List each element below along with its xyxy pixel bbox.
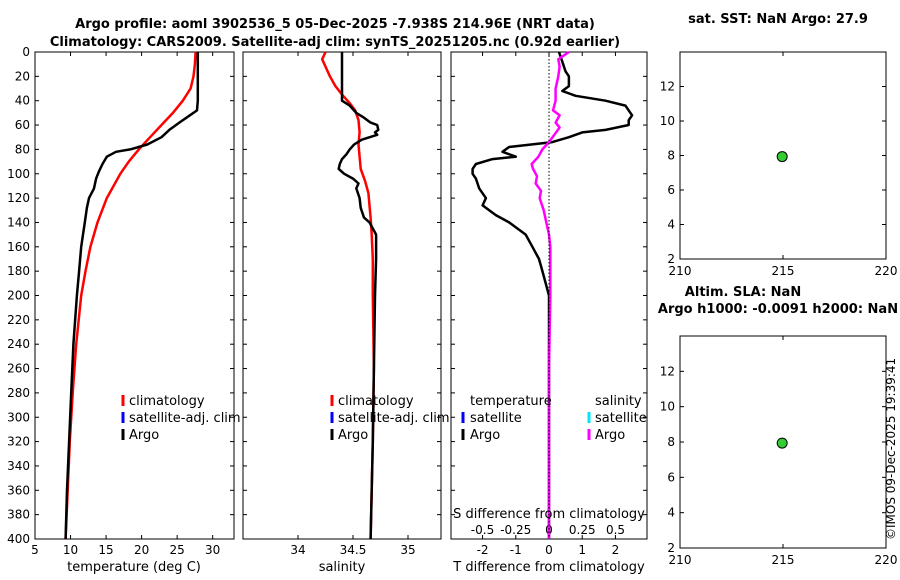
- x-tick-label: 30: [205, 543, 220, 557]
- x-tick-label: 210: [669, 264, 692, 278]
- y-tick-label: 8: [667, 435, 675, 449]
- depth-tick-label: 360: [7, 483, 30, 497]
- depth-tick-label: 0: [22, 45, 30, 59]
- y-tick-label: 6: [667, 470, 675, 484]
- header-title-line2: Climatology: CARS2009. Satellite-adj cli…: [50, 35, 620, 50]
- depth-tick-label: 220: [7, 313, 30, 327]
- y-tick-label: 2: [667, 541, 675, 555]
- salinity-xlabel: salinity: [319, 560, 366, 575]
- x-tick-label: 210: [669, 553, 692, 567]
- x-tick-label: 2: [612, 543, 620, 557]
- argo-position-marker: [776, 437, 788, 449]
- x-tick-label: 220: [875, 553, 898, 567]
- x-tick-label: 34: [290, 543, 305, 557]
- salinity-plot: 34 34.5 35: [290, 51, 416, 557]
- argo-salinity-line: [337, 52, 380, 540]
- difference-xlabel: T difference from climatology: [452, 560, 645, 575]
- x-tick-label: 35: [400, 543, 415, 557]
- x-tick-label: 15: [98, 543, 113, 557]
- temperature-legend: climatology satellite-adj. clim Argo: [121, 394, 241, 443]
- difference-legend: temperature satellite Argo salinity sate…: [461, 394, 647, 443]
- s-difference-label: S difference from climatology: [453, 507, 645, 522]
- x-tick-label: 5: [31, 543, 39, 557]
- y-tick-label: 2: [667, 252, 675, 266]
- x-tick-label: 215: [772, 553, 795, 567]
- y-tick-label: 12: [660, 80, 675, 94]
- legend-argo: Argo: [338, 428, 368, 443]
- depth-tick-label: 240: [7, 337, 30, 351]
- depth-tick-label: 380: [7, 508, 30, 522]
- sla-title-line1: Altim. SLA: NaN: [685, 285, 801, 300]
- y-tick-label: 4: [667, 218, 675, 232]
- x-tick-label: 215: [772, 264, 795, 278]
- x-tick-label: 1: [578, 543, 586, 557]
- legend-salinity-title: salinity: [595, 394, 642, 409]
- depth-tick-label: 300: [7, 410, 30, 424]
- depth-tick-label: 40: [15, 94, 30, 108]
- y-tick-label: 8: [667, 149, 675, 163]
- depth-tick-label: 260: [7, 362, 30, 376]
- depth-tick-label: 80: [15, 142, 30, 156]
- depth-tick-label: 100: [7, 167, 30, 181]
- depth-tick-label: 160: [7, 240, 30, 254]
- s-tick-label: 0.25: [569, 523, 596, 537]
- t-difference-argo-line: [471, 51, 634, 539]
- x-tick-label: 220: [875, 264, 898, 278]
- y-tick-label: 6: [667, 183, 675, 197]
- depth-tick-label: 180: [7, 264, 30, 278]
- legend-climatology: climatology: [338, 394, 414, 409]
- sla-title-line2: Argo h1000: -0.0091 h2000: NaN: [658, 302, 898, 317]
- legend-t-argo: Argo: [470, 428, 500, 443]
- x-tick-label: -2: [477, 543, 489, 557]
- depth-tick-label: 340: [7, 459, 30, 473]
- depth-tick-label: 200: [7, 289, 30, 303]
- salinity-legend: climatology satellite-adj. clim Argo: [330, 394, 450, 443]
- x-tick-label: -1: [510, 543, 522, 557]
- x-tick-label: 25: [170, 543, 185, 557]
- temperature-plot: 5 10 15 20 25 30: [31, 51, 220, 557]
- x-tick-label: 20: [134, 543, 149, 557]
- depth-tick-label: 320: [7, 435, 30, 449]
- climatology-temperature-line: [64, 51, 197, 540]
- y-tick-label: 10: [660, 114, 675, 128]
- depth-tick-label: 400: [7, 532, 30, 546]
- s-tick-label: -0.25: [500, 523, 531, 537]
- legend-satellite-adj: satellite-adj. clim: [338, 411, 450, 426]
- sla-plot: 2 4 6 8 10 12 210 215 220: [660, 336, 898, 567]
- legend-s-satellite: satellite: [595, 411, 647, 426]
- depth-tick-label: 20: [15, 69, 30, 83]
- y-tick-label: 12: [660, 364, 675, 378]
- depth-tick-label: 140: [7, 215, 30, 229]
- legend-climatology: climatology: [129, 394, 205, 409]
- x-tick-label: 10: [63, 543, 78, 557]
- s-tick-label: 0.5: [606, 523, 625, 537]
- depth-tick-label: 60: [15, 118, 30, 132]
- argo-position-marker: [776, 151, 788, 163]
- temperature-xlabel: temperature (deg C): [67, 560, 201, 575]
- header-title-line1: Argo profile: aoml 3902536_5 05-Dec-2025…: [75, 17, 595, 32]
- legend-argo: Argo: [129, 428, 159, 443]
- salinity-axes: [242, 51, 442, 540]
- y-tick-label: 4: [667, 506, 675, 520]
- temperature-axes: [34, 51, 235, 540]
- sst-plot: 2 4 6 8 10 12 210 215 220: [660, 52, 898, 278]
- difference-plot: -2 -1 0 1 2-0.5 -0.25 0 0.25 0.5: [471, 50, 634, 557]
- argo-temperature-line: [64, 52, 200, 540]
- x-tick-label: 34.5: [340, 543, 367, 557]
- depth-axis-ticks: 0 20 40 60 80 100 120 140 160 180 200 220 240 260 280 3…: [7, 45, 647, 546]
- climatology-salinity-line: [320, 51, 376, 540]
- sst-title: sat. SST: NaN Argo: 27.9: [688, 12, 868, 27]
- depth-tick-label: 280: [7, 386, 30, 400]
- legend-satellite-adj: satellite-adj. clim: [129, 411, 241, 426]
- legend-temperature-title: temperature: [470, 394, 552, 409]
- s-difference-argo-line: [530, 50, 570, 539]
- legend-t-satellite: satellite: [470, 411, 522, 426]
- x-tick-label: 0: [545, 543, 553, 557]
- s-tick-label: -0.5: [471, 523, 494, 537]
- depth-tick-label: 120: [7, 191, 30, 205]
- imos-timestamp: ©IMOS 09-Dec-2025 19:39:41: [884, 358, 898, 540]
- legend-s-argo: Argo: [595, 428, 625, 443]
- y-tick-label: 10: [660, 400, 675, 414]
